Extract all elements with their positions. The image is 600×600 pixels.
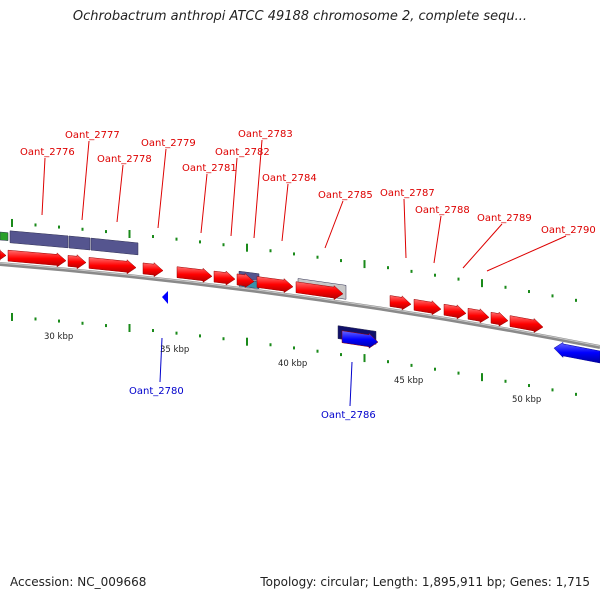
scale-label-40kbp: 40 kbp xyxy=(278,359,307,369)
gene-label-oant-2789[interactable]: Oant_2789 xyxy=(477,213,532,224)
gene-arrows xyxy=(0,249,600,364)
gene-arrow-forward xyxy=(443,303,467,320)
leader-line-oant-2786 xyxy=(349,361,353,407)
gene-arrow-forward xyxy=(213,270,236,286)
gene-label-oant-2784[interactable]: Oant_2784 xyxy=(262,173,317,184)
leader-line-oant-2779 xyxy=(157,148,167,229)
leader-line-oant-2781 xyxy=(200,173,208,234)
scale-label-30kbp: 30 kbp xyxy=(44,332,73,342)
gene-arrow-reverse xyxy=(341,330,379,349)
leader-line-oant-2788 xyxy=(433,215,442,264)
gene-arrow-forward xyxy=(295,281,344,301)
gene-arrow-forward xyxy=(509,315,544,333)
gene-label-oant-2786[interactable]: Oant_2786 xyxy=(321,410,376,421)
gene-label-oant-2779[interactable]: Oant_2779 xyxy=(141,138,196,149)
gene-arrow-forward xyxy=(0,249,7,261)
gene-label-oant-2783[interactable]: Oant_2783 xyxy=(238,129,293,140)
gene-arrow-forward xyxy=(467,307,490,324)
gene-label-oant-2780[interactable]: Oant_2780 xyxy=(129,386,184,397)
gene-arrow-reverse xyxy=(162,291,168,304)
sequence-title: Ochrobactrum anthropi ATCC 49188 chromos… xyxy=(72,9,528,24)
tick-marks xyxy=(11,218,577,396)
gene-label-oant-2782[interactable]: Oant_2782 xyxy=(215,147,270,158)
scale-label-35kbp: 35 kbp xyxy=(160,345,189,355)
feature-green-bar xyxy=(0,231,9,241)
gene-label-oant-2790[interactable]: Oant_2790 xyxy=(541,225,596,236)
gene-arrow-forward xyxy=(490,311,509,327)
feature-bar-purple-2 xyxy=(68,235,91,251)
feature-bar-purple-3 xyxy=(90,237,139,256)
gene-arrow-forward xyxy=(256,276,294,294)
leader-line-oant-2777 xyxy=(81,140,90,221)
label-leader-lines xyxy=(41,139,567,407)
gene-label-oant-2785[interactable]: Oant_2785 xyxy=(318,190,373,201)
scale-label-45kbp: 45 kbp xyxy=(394,376,423,386)
leader-line-oant-2776 xyxy=(41,157,46,216)
gene-label-oant-2781[interactable]: Oant_2781 xyxy=(182,163,237,174)
leader-line-oant-2782 xyxy=(230,157,238,237)
gene-arrow-forward xyxy=(413,298,442,316)
accession-text: Accession: NC_009668 xyxy=(10,575,147,589)
leader-line-oant-2783 xyxy=(253,139,263,239)
gene-label-oant-2788[interactable]: Oant_2788 xyxy=(415,205,470,216)
gene-label-oant-2778[interactable]: Oant_2778 xyxy=(97,154,152,165)
leader-line-oant-2785 xyxy=(324,200,344,249)
gene-arrow-forward xyxy=(88,257,137,275)
leader-line-oant-2780 xyxy=(159,337,163,383)
gene-arrow-forward xyxy=(236,272,255,288)
genome-backbone-highlight xyxy=(0,262,600,347)
leader-line-oant-2787 xyxy=(403,198,407,259)
genome-backbone xyxy=(0,262,600,349)
scale-label-50kbp: 50 kbp xyxy=(512,395,541,405)
gene-arrow-forward xyxy=(67,254,87,270)
leader-line-oant-2784 xyxy=(281,183,289,242)
leader-line-oant-2790 xyxy=(486,235,567,272)
leader-line-oant-2789 xyxy=(462,223,503,269)
gene-arrow-reverse xyxy=(553,341,600,364)
leader-line-oant-2778 xyxy=(116,164,124,223)
gene-arrow-forward xyxy=(142,262,164,278)
gene-arrow-forward xyxy=(389,295,412,311)
gene-label-oant-2787[interactable]: Oant_2787 xyxy=(380,188,435,199)
topology-summary: Topology: circular; Length: 1,895,911 bp… xyxy=(260,575,590,589)
gene-label-oant-2776[interactable]: Oant_2776 xyxy=(20,147,75,158)
feature-bar-purple-1 xyxy=(9,230,69,249)
gene-arrow-forward xyxy=(176,266,213,283)
gene-label-oant-2777[interactable]: Oant_2777 xyxy=(65,130,120,141)
gene-arrow-forward xyxy=(7,249,67,268)
